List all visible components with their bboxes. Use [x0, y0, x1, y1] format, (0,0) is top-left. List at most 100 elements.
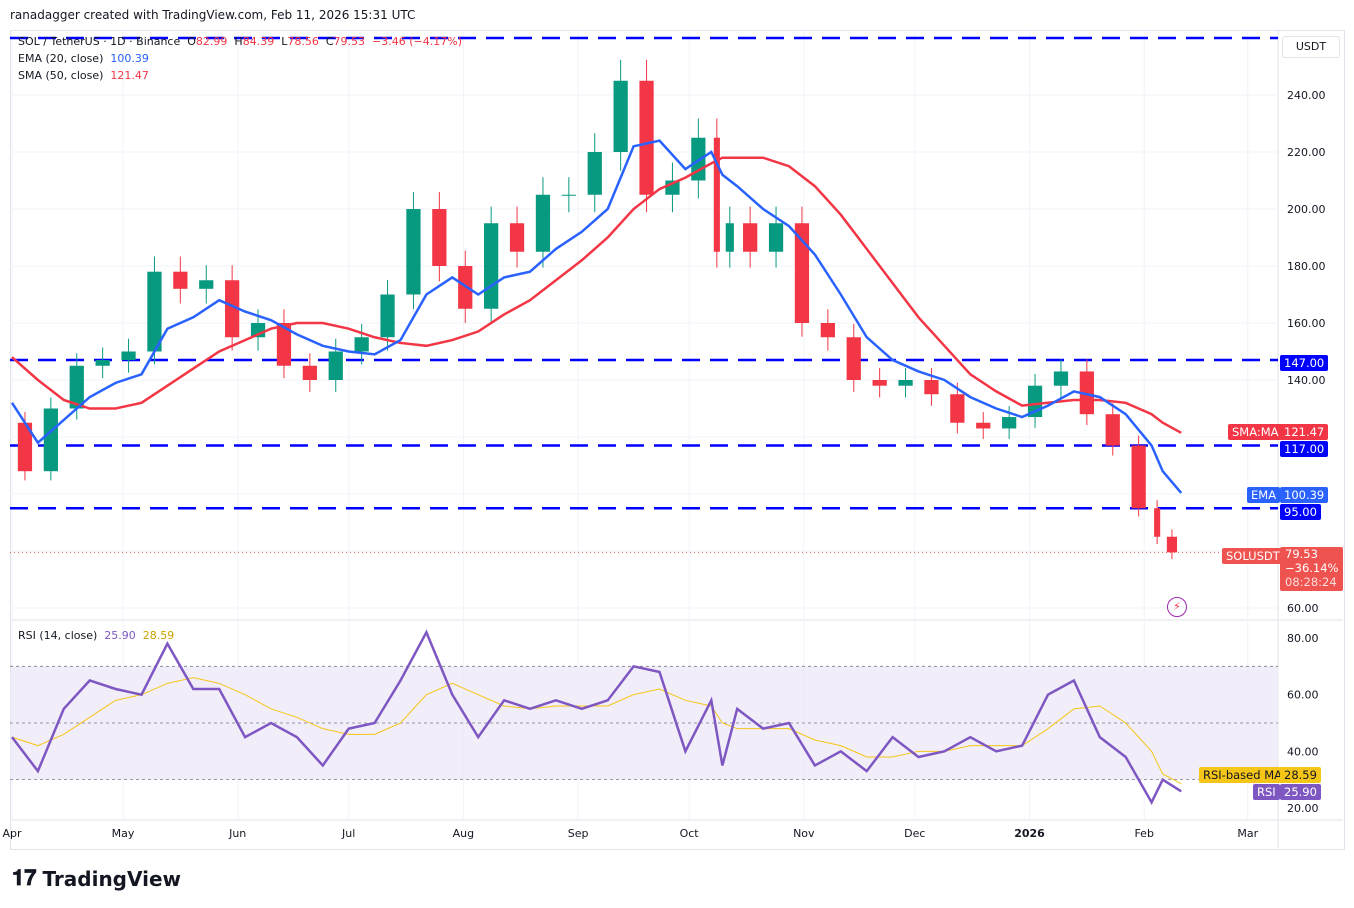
sma-value: 121.47 — [110, 69, 149, 82]
candle-body — [406, 209, 421, 295]
price-change-pct: −36.14% — [1285, 561, 1339, 575]
candle-body — [1166, 536, 1178, 553]
high-value: 84.39 — [242, 35, 275, 48]
price-tick-label: 160.00 — [1287, 317, 1326, 330]
price-tick-label: 240.00 — [1287, 89, 1326, 102]
month-tick-label: Jul — [341, 827, 355, 840]
candle-body — [976, 422, 991, 429]
last-price: 79.53 — [1285, 547, 1318, 561]
tradingview-logo: 𝟏𝟕 TradingView — [12, 866, 181, 891]
open-label: O — [187, 35, 196, 48]
rsi-band — [10, 666, 1278, 780]
ema-tag: EMA — [1247, 487, 1281, 503]
candle-body — [17, 422, 33, 472]
rsi-value-tag: 25.90 — [1280, 784, 1321, 800]
sma-tag: SMA:MA — [1228, 424, 1283, 440]
level-117-tag: 117.00 — [1280, 441, 1329, 457]
rsi-legend[interactable]: RSI (14, close) 25.90 28.59 — [18, 629, 174, 642]
ema-legend[interactable]: EMA (20, close) 100.39 — [18, 52, 149, 65]
price-tick-label: 200.00 — [1287, 203, 1326, 216]
candle-body — [1002, 417, 1017, 429]
tv-logo-icon: 𝟏𝟕 — [12, 866, 37, 891]
rsi-tick-label: 60.00 — [1287, 689, 1319, 702]
candle-body — [199, 280, 214, 289]
price-tick-label: 140.00 — [1287, 374, 1326, 387]
candle-body — [276, 323, 292, 366]
candle-body — [225, 280, 240, 338]
rsi-ma-tag: RSI-based MA — [1199, 767, 1286, 783]
ema-line — [10, 139, 1183, 494]
candle-body — [613, 80, 628, 152]
month-tick-label: Apr — [2, 827, 22, 840]
rsi-tick-label: 20.00 — [1287, 802, 1319, 815]
month-tick-label: Aug — [453, 827, 474, 840]
low-value: 78.56 — [287, 35, 319, 48]
month-tick-label: Mar — [1237, 827, 1258, 840]
candle-body — [147, 271, 162, 352]
candle-body — [950, 394, 965, 423]
candle-body — [561, 194, 576, 196]
level-95-tag: 95.00 — [1280, 504, 1321, 520]
rsi-value: 25.90 — [104, 629, 136, 642]
candle-body — [725, 223, 734, 252]
bar-countdown: 08:28:24 — [1285, 575, 1337, 589]
lightning-icon[interactable]: ⚡ — [1167, 597, 1187, 617]
high-label: H — [234, 35, 243, 48]
month-tick-label: Jun — [228, 827, 246, 840]
month-tick-label: Feb — [1134, 827, 1153, 840]
candle-body — [587, 152, 602, 195]
low-label: L — [281, 35, 288, 48]
candle-body — [432, 209, 447, 266]
candle-body — [354, 337, 369, 352]
month-tick-label: 2026 — [1014, 827, 1045, 840]
candle-body — [484, 223, 499, 309]
rsi-tick-label: 80.00 — [1287, 632, 1319, 645]
month-tick-label: Sep — [568, 827, 589, 840]
last-price-tag: 79.53 −36.14% 08:28:24 — [1280, 547, 1343, 591]
candle-body — [794, 223, 810, 323]
candle-body — [302, 365, 317, 380]
candle-body — [768, 223, 784, 252]
month-tick-label: Dec — [904, 827, 925, 840]
candle-body — [1131, 445, 1146, 509]
candle-body — [69, 365, 84, 409]
currency-button[interactable]: USDT — [1282, 36, 1340, 58]
level-147-tag: 147.00 — [1280, 355, 1329, 371]
candle-body — [43, 408, 58, 472]
symbol-tag: SOLUSDT — [1222, 548, 1284, 564]
rsi-ma-line — [11, 677, 1182, 785]
month-tick-label: Oct — [680, 827, 700, 840]
price-tick-label: 60.00 — [1287, 602, 1319, 615]
rsi-ma-value-tag: 28.59 — [1280, 767, 1321, 783]
price-tick-label: 220.00 — [1287, 146, 1326, 159]
ema-price-tag: 100.39 — [1280, 487, 1329, 503]
candle-body — [639, 80, 654, 195]
open-value: 82.99 — [195, 35, 228, 48]
ema-label: EMA (20, close) — [18, 52, 104, 65]
candle-body — [1079, 371, 1094, 415]
candle-body — [872, 380, 887, 386]
candle-body — [535, 194, 551, 252]
price-tick-label: 180.00 — [1287, 260, 1326, 273]
month-tick-label: Nov — [793, 827, 815, 840]
rsi-tick-label: 40.00 — [1287, 745, 1319, 758]
ema-value: 100.39 — [110, 52, 149, 65]
month-tick-label: May — [112, 827, 135, 840]
close-label: C — [325, 35, 334, 48]
candle-body — [846, 337, 861, 380]
sma-label: SMA (50, close) — [18, 69, 104, 82]
rsi-tag: RSI — [1253, 784, 1280, 800]
credit-text: ranadagger created with TradingView.com,… — [10, 8, 416, 22]
rsi-label: RSI (14, close) — [18, 629, 98, 642]
candle-body — [380, 294, 395, 338]
symbol-name: SOL / TetherUS · 1D · Binance — [18, 35, 181, 48]
candle-body — [924, 380, 939, 395]
chart-frame[interactable] — [10, 30, 1345, 850]
candle-body — [898, 380, 913, 386]
candle-body — [713, 137, 720, 252]
sma-legend[interactable]: SMA (50, close) 121.47 — [18, 69, 149, 82]
candle-body — [328, 351, 343, 380]
brand-name: TradingView — [42, 866, 182, 891]
change-value: −3.46 (−4.17%) — [372, 35, 462, 48]
